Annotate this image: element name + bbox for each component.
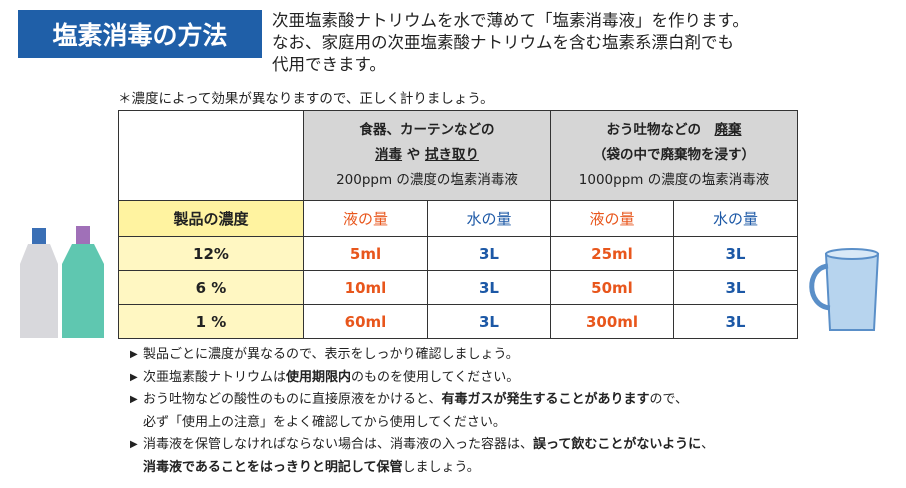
line: 1000ppm の濃度の塩素消毒液 <box>551 168 797 193</box>
text-segment: 誤って飲むことがないように <box>533 437 702 452</box>
text-segment: 消毒液を保管しなければならない場合は、消毒液の入った容器は、 <box>143 437 534 452</box>
text-segment: 有毒ガスが発生することがあります <box>441 392 650 407</box>
text-segment: おう吐物などの酸性のものに直接原液をかけると、 <box>143 392 442 407</box>
table-cell: 300ml <box>550 304 674 339</box>
intro: 次亜塩素酸ナトリウムを水で薄めて「塩素消毒液」を作ります。 なお、家庭用の次亜塩… <box>272 10 749 76</box>
bottle <box>62 244 104 338</box>
note-item: 消毒液を保管しなければならない場合は、消毒液の入った容器は、誤って飲むことがない… <box>130 434 714 479</box>
line: 次亜塩素酸ナトリウムは使用期限内のものを使用してください。 <box>143 367 714 390</box>
text-segment: 200ppm の濃度の塩素消毒液 <box>336 172 518 188</box>
table-cell: 3L <box>427 270 551 305</box>
intro-line: 代用できます。 <box>272 55 386 74</box>
table-cell: 50ml <box>550 270 674 305</box>
cap <box>76 226 90 244</box>
intro-line: 次亜塩素酸ナトリウムを水で薄めて「塩素消毒液」を作ります。 <box>272 11 749 30</box>
line: 食器、カーテンなどの <box>304 118 550 143</box>
line: 消毒 や 拭き取り <box>304 143 550 168</box>
text-segment: しましょう。 <box>402 459 480 475</box>
cup-handle <box>809 263 831 311</box>
subheader-cell: 液の量 <box>303 200 428 237</box>
note: ＊濃度によって効果が異なりますので、正しく計りましょう。 <box>118 91 494 107</box>
subheader-cell: 水の量 <box>427 200 551 237</box>
title: 塩素消毒の方法 <box>18 10 262 58</box>
text-segment: 食器、カーテンなどの <box>359 122 495 138</box>
table-cell: 3L <box>427 304 551 339</box>
table-cell: 25ml <box>550 236 674 271</box>
subheader-cell: 液の量 <box>550 200 674 237</box>
line: おう吐物などの酸性のものに直接原液をかけると、有毒ガスが発生することがありますの… <box>143 389 714 412</box>
text-segment: のものを使用してください。 <box>351 369 520 385</box>
table-cell: 3L <box>427 236 551 271</box>
text-segment: 使用期限内 <box>286 369 352 385</box>
line: （袋の中で廃棄物を浸す） <box>551 143 797 168</box>
table-cell: 3L <box>673 304 798 339</box>
text-segment: 廃棄 <box>714 122 742 138</box>
table-cell: 3L <box>673 236 798 271</box>
table: 食器、カーテンなどの消毒 や 拭き取り 200ppm の濃度の塩素消毒液 おう吐物… <box>118 110 798 339</box>
line: 必ず「使用上の注意」をよく確認してから使用してください。 <box>143 412 714 435</box>
subheader-cell: 製品の濃度 <box>118 200 304 237</box>
cap <box>32 228 46 244</box>
subheader-cell: 水の量 <box>673 200 798 237</box>
table-cell: 1 % <box>118 304 304 339</box>
line: 製品ごとに濃度が異なるので、表示をしっかり確認しましょう。 <box>143 344 714 367</box>
line: おう吐物などの 廃棄 <box>551 118 797 143</box>
text-segment: 必ず「使用上の注意」をよく確認してから使用してください。 <box>143 414 506 430</box>
intro-line: なお、家庭用の次亜塩素酸ナトリウムを含む塩素系漂白剤でも <box>272 33 734 52</box>
text-segment: や <box>402 147 425 163</box>
table-cell: 3L <box>673 270 798 305</box>
text-segment: 、 <box>701 437 715 452</box>
cup-rim <box>825 248 879 260</box>
cup <box>824 253 880 331</box>
empty-cell <box>118 110 304 201</box>
text-segment: ので、 <box>649 392 688 407</box>
text-segment: 1000ppm の濃度の塩素消毒液 <box>578 172 770 188</box>
group-header: 食器、カーテンなどの消毒 や 拭き取り 200ppm の濃度の塩素消毒液 <box>303 110 551 201</box>
text-segment: おう吐物などの <box>606 122 715 138</box>
line: 消毒液を保管しなければならない場合は、消毒液の入った容器は、誤って飲むことがない… <box>143 434 714 457</box>
note-item: おう吐物などの酸性のものに直接原液をかけると、有毒ガスが発生することがありますの… <box>130 389 714 434</box>
text-segment: 拭き取り <box>424 147 479 163</box>
line: 200ppm の濃度の塩素消毒液 <box>304 168 550 193</box>
group-header: おう吐物などの 廃棄 （袋の中で廃棄物を浸す） 1000ppm の濃度の塩素消毒液 <box>550 110 798 201</box>
table-cell: 60ml <box>303 304 428 339</box>
note-item: 次亜塩素酸ナトリウムは使用期限内のものを使用してください。 <box>130 367 714 390</box>
text-segment: （袋の中で廃棄物を浸す） <box>593 147 755 163</box>
note-item: 製品ごとに濃度が異なるので、表示をしっかり確認しましょう。 <box>130 344 714 367</box>
bottle <box>20 244 58 338</box>
text-segment: 消毒 <box>375 147 403 163</box>
notes: 製品ごとに濃度が異なるので、表示をしっかり確認しましょう。次亜塩素酸ナトリウムは… <box>130 344 714 479</box>
text-segment: 製品ごとに濃度が異なるので、表示をしっかり確認しましょう。 <box>143 347 519 362</box>
text-segment: 次亜塩素酸ナトリウムは <box>143 369 287 385</box>
table-cell: 5ml <box>303 236 428 271</box>
table-cell: 10ml <box>303 270 428 305</box>
table-cell: 12% <box>118 236 304 271</box>
text-segment: 消毒液であることをはっきりと明記して保管 <box>143 459 403 475</box>
table-cell: 6 % <box>118 270 304 305</box>
line: 消毒液であることをはっきりと明記して保管しましょう。 <box>143 457 714 480</box>
